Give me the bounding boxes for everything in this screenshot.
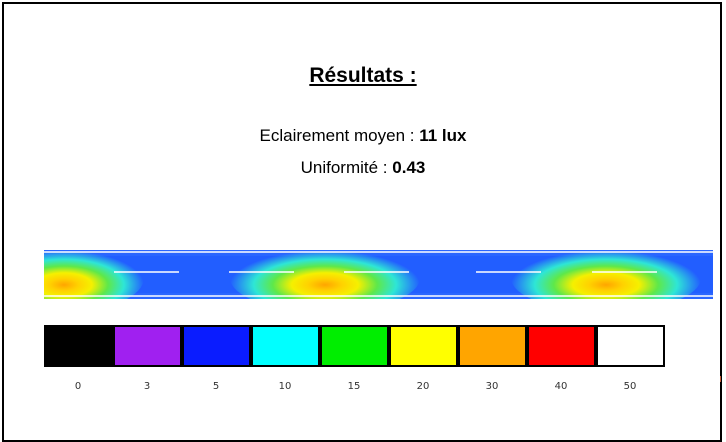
light-spot-1 — [44, 250, 144, 299]
legend-tick-15: 15 — [347, 381, 361, 392]
legend-swatch-0 — [44, 325, 113, 367]
mean-illuminance-value: 11 lux — [419, 126, 467, 145]
light-spot-2 — [230, 250, 420, 299]
legend-swatch-30 — [458, 325, 527, 367]
legend-tick-20: 20 — [416, 381, 430, 392]
legend-tick-3: 3 — [143, 381, 151, 392]
legend-tick-5: 5 — [212, 381, 220, 392]
mean-illuminance-label: Eclairement moyen : — [259, 126, 420, 145]
legend-tick-30: 30 — [485, 381, 499, 392]
legend-swatch-50 — [596, 325, 665, 367]
edge-mark — [720, 376, 721, 382]
legend-tick-0: 0 — [74, 381, 82, 392]
legend-swatch-10 — [251, 325, 320, 367]
results-title: Résultats : — [309, 64, 417, 87]
illuminance-heatmap — [44, 250, 713, 299]
uniformity-line: Uniformité : 0.43 — [0, 158, 726, 178]
mean-illuminance-line: Eclairement moyen : 11 lux — [0, 126, 726, 146]
legend-swatch-5 — [182, 325, 251, 367]
uniformity-label: Uniformité : — [300, 158, 393, 177]
legend-swatch-15 — [320, 325, 389, 367]
uniformity-value: 0.43 — [392, 158, 426, 177]
legend-swatch-40 — [527, 325, 596, 367]
legend-tick-50: 50 — [623, 381, 637, 392]
legend-swatch-3 — [113, 325, 182, 367]
legend-tick-40: 40 — [554, 381, 568, 392]
light-spot-3 — [511, 250, 701, 299]
legend-swatch-20 — [389, 325, 458, 367]
legend-tick-10: 10 — [278, 381, 292, 392]
